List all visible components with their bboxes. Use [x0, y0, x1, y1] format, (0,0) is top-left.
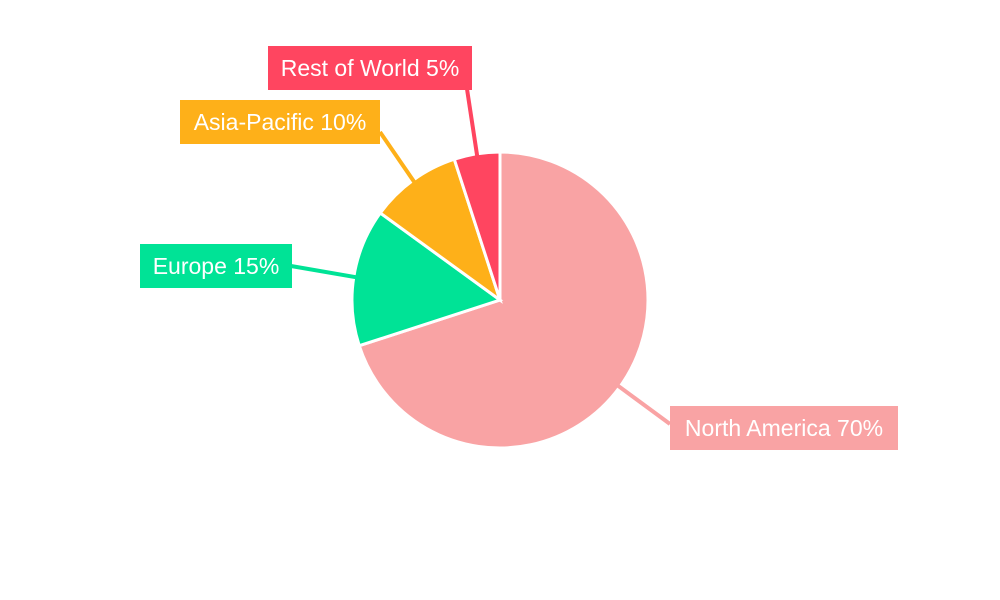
leader-line [290, 264, 357, 280]
data-label-box [670, 406, 898, 450]
leader-line [465, 88, 480, 157]
data-label: North America 70% [685, 415, 883, 441]
data-label: Europe 15% [153, 253, 280, 279]
data-label-box [140, 244, 292, 288]
data-label: Rest of World 5% [281, 55, 460, 81]
leader-line [378, 130, 416, 184]
data-label: Asia-Pacific 10% [194, 109, 367, 135]
leader-line [616, 384, 672, 426]
data-label-box [268, 46, 472, 90]
data-label-box [180, 100, 380, 144]
